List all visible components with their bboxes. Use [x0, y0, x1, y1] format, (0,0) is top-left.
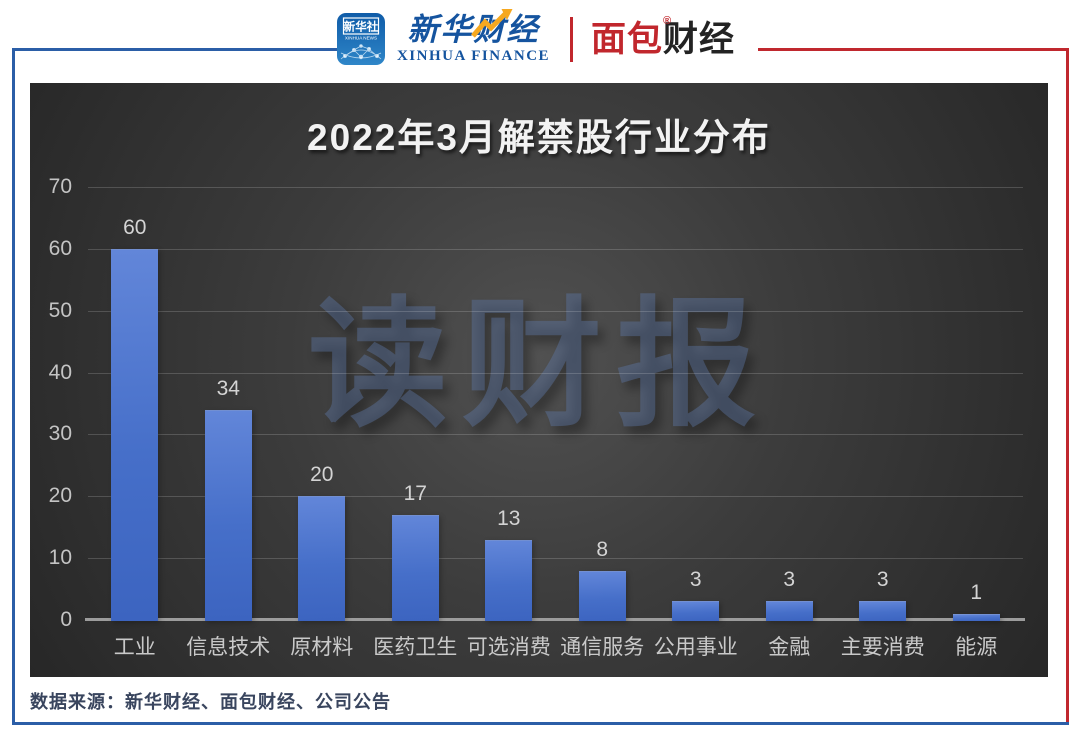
plot-area: 0 10 20 30 40 50 60 70 60 工业 34 信息技术 20 原材料 17 医药卫生 13 可选…	[49, 175, 1025, 659]
frame-border-top-right	[758, 48, 1069, 51]
bar-value-label: 20	[310, 463, 334, 486]
bar-value-label: 60	[123, 216, 147, 239]
x-axis-label: 公用事业	[653, 636, 738, 659]
bar	[952, 614, 1000, 621]
x-axis-label: 原材料	[290, 636, 354, 659]
gridline	[88, 434, 1023, 436]
xinhua-news-badge-title: 新华社	[344, 20, 379, 34]
bar-value-label: 34	[216, 377, 240, 400]
data-source-note: 数据来源：新华财经、面包财经、公司公告	[30, 692, 391, 712]
chart-title: 2022年3月解禁股行业分布	[307, 117, 771, 158]
bar	[765, 601, 813, 621]
bar-value-label: 3	[876, 568, 889, 591]
header: 新华社 XINHUA NEWS 新华财经 XINHUA FINANCE 面包 ® 财…	[0, 8, 1080, 65]
x-axis-label: 能源	[955, 636, 998, 659]
watermark-text: 读财报	[307, 286, 770, 443]
xinhua-news-app-icon: 新华社 XINHUA NEWS	[336, 13, 385, 65]
gridline	[88, 187, 1023, 188]
gridline	[88, 496, 1023, 498]
frame-border-top-left	[12, 48, 337, 51]
x-axis-label: 通信服务	[560, 636, 645, 659]
y-axis-tick-label: 20	[48, 484, 72, 508]
x-axis-line	[85, 618, 1025, 621]
gridline	[88, 310, 1023, 312]
y-axis-tick-label: 40	[48, 360, 72, 384]
bar-value-label: 13	[497, 507, 521, 530]
bar	[391, 515, 439, 621]
y-axis-tick-label: 0	[60, 608, 72, 631]
y-axis-tick-label: 30	[48, 422, 72, 446]
bar-value-label: 1	[970, 581, 983, 604]
x-axis-label: 主要消费	[840, 636, 925, 659]
xinhua-finance-cn-text: 新华财经	[407, 11, 540, 47]
frame-border-bottom	[12, 722, 1069, 725]
x-axis-label: 金融	[768, 636, 811, 659]
frame-border-left	[12, 48, 15, 725]
x-axis-label: 工业	[113, 636, 156, 659]
bar	[578, 571, 626, 621]
y-axis-tick-label: 60	[48, 236, 72, 260]
chart-panel: 2022年3月解禁股行业分布 读财报 0 10 20 30 40 50 60 70 60 工业 34…	[30, 83, 1048, 677]
xinhua-news-badge-subtitle: XINHUA NEWS	[345, 36, 377, 41]
bar-value-label: 17	[403, 482, 427, 505]
gridline	[88, 558, 1023, 560]
xinhua-finance-cn: 新华财经	[407, 8, 540, 47]
frame-border-right	[1066, 48, 1069, 725]
bar	[859, 601, 907, 621]
x-axis-label: 医药卫生	[373, 636, 458, 659]
xinhua-finance-logo: 新华财经 XINHUA FINANCE	[396, 8, 551, 65]
bread-finance-logo: 面包 ® 财经	[591, 15, 743, 59]
y-axis-tick-label: 50	[48, 298, 72, 322]
x-axis-label: 可选消费	[466, 636, 551, 659]
logo-divider	[570, 16, 574, 62]
x-axis-label: 信息技术	[186, 636, 271, 659]
xinhua-finance-en: XINHUA FINANCE	[396, 47, 551, 64]
network-globe-icon	[340, 44, 382, 60]
bar	[485, 540, 533, 621]
lightning-arrow-icon	[471, 8, 513, 38]
bar	[298, 496, 346, 621]
bar-value-label: 3	[689, 568, 702, 591]
bar-value-label: 8	[596, 538, 609, 561]
y-axis-tick-label: 70	[48, 175, 72, 198]
bread-finance-cn-left: 面包	[591, 19, 664, 59]
y-axis-tick-label: 10	[48, 546, 72, 570]
bar-value-label: 3	[783, 568, 796, 591]
gridline	[88, 372, 1023, 374]
bar	[672, 601, 720, 621]
registered-trademark-icon: ®	[663, 14, 673, 27]
bar	[204, 410, 252, 621]
gridline	[88, 248, 1023, 250]
bar	[111, 249, 159, 621]
bread-finance-cn-right: 财经	[663, 19, 736, 59]
